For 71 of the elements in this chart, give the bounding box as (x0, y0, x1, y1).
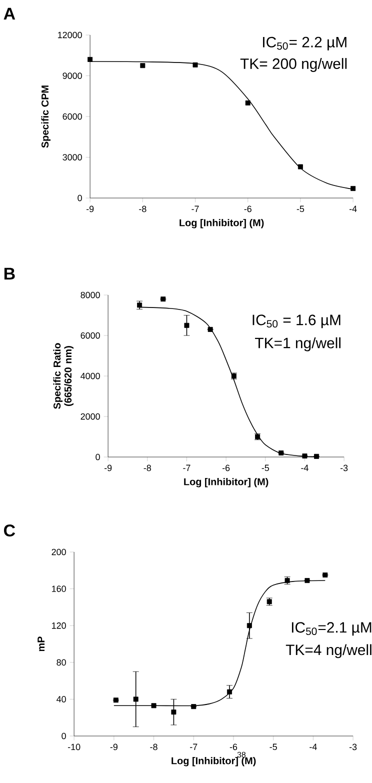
point (184, 322, 190, 328)
point (160, 296, 166, 302)
point (245, 100, 250, 106)
annotation: TK= 200 ng/well (240, 58, 346, 72)
point (298, 164, 303, 170)
x-tick-label: -3 (340, 464, 348, 472)
y-tick-label: 4000 (80, 372, 100, 380)
point (192, 62, 198, 68)
chart-title: A (4, 8, 15, 20)
x-tick-label: -4 (300, 464, 308, 471)
point (246, 623, 252, 628)
y-tick-label: 2000 (80, 413, 100, 420)
point (171, 710, 176, 715)
x-axis-title: Log [Inhibitor] (M) (179, 218, 264, 228)
y-tick-label: 200 (52, 548, 66, 556)
y-tick-label: 0 (77, 194, 82, 202)
y-tick-label: 12000 (58, 32, 82, 38)
x-tick-label: -7 (190, 744, 197, 750)
y-tick-label: 0 (95, 454, 100, 460)
y-tick-label: 160 (52, 586, 66, 592)
point (304, 578, 310, 584)
point (190, 704, 196, 710)
y-tick-label: 8000 (80, 292, 100, 298)
annotation: IC$_{50}$ = 1.6 µM (252, 314, 340, 328)
point (140, 63, 145, 68)
annotation: TK=4 ng/well (286, 644, 372, 658)
x-tick-label: -7 (192, 206, 199, 212)
x-tick-label: -5 (270, 744, 277, 750)
y-tick-label: 6000 (62, 113, 82, 120)
x-axis-title: Log [Inhibitor] (M) (171, 756, 256, 766)
point (226, 689, 232, 694)
annotation: IC$_{50}$=2.1 µM (292, 622, 371, 636)
point (278, 450, 284, 456)
y-tick-label: 6000 (80, 332, 100, 339)
x-tick-label: -3 (349, 744, 356, 750)
point (284, 578, 290, 584)
x-tick-label: -4 (309, 744, 317, 750)
y-tick-label: 80 (56, 659, 66, 666)
x-tick-label: -5 (262, 464, 269, 472)
point (151, 703, 156, 708)
y-tick-label: 40 (56, 696, 66, 702)
point (133, 696, 138, 702)
x-tick-label: -7 (182, 464, 190, 471)
x-tick-label: -9 (86, 206, 94, 212)
x-tick-label: -8 (144, 464, 151, 472)
x-tick-label: -8 (138, 206, 146, 212)
y-tick-label: 3000 (62, 154, 82, 160)
x-tick-label: -8 (150, 744, 158, 750)
chart-title: C (4, 524, 15, 537)
x-tick-label: -6 (230, 744, 237, 750)
x-tick-label: -9 (104, 464, 112, 472)
point (350, 186, 356, 191)
chart-title: B (4, 268, 15, 280)
x-tick-label: -6 (222, 464, 230, 472)
point (87, 56, 92, 62)
y-tick-label: 0 (61, 732, 66, 740)
x-tick-label: -5 (296, 206, 304, 212)
y-axis-title: Specific Ratio (665/620 nm) (53, 343, 74, 409)
y-axis-title: Specific CPM (41, 86, 50, 148)
point (208, 326, 213, 332)
annotation: IC$_{50}$= 2.2 µM (262, 36, 346, 50)
y-tick-label: 9000 (62, 72, 82, 79)
x-tick-label: -4 (349, 206, 357, 212)
y-axis-title: mP (37, 636, 44, 652)
x-axis-title: Log [Inhibitor] (M) (184, 478, 268, 488)
annotation: TK=1 ng/well (254, 337, 340, 352)
x-tick-label: -6 (244, 206, 252, 212)
x-tick-label: -10 (68, 744, 80, 750)
y-tick-label: 120 (52, 622, 66, 629)
x-tick-label: -9 (110, 744, 118, 750)
point (314, 454, 319, 459)
